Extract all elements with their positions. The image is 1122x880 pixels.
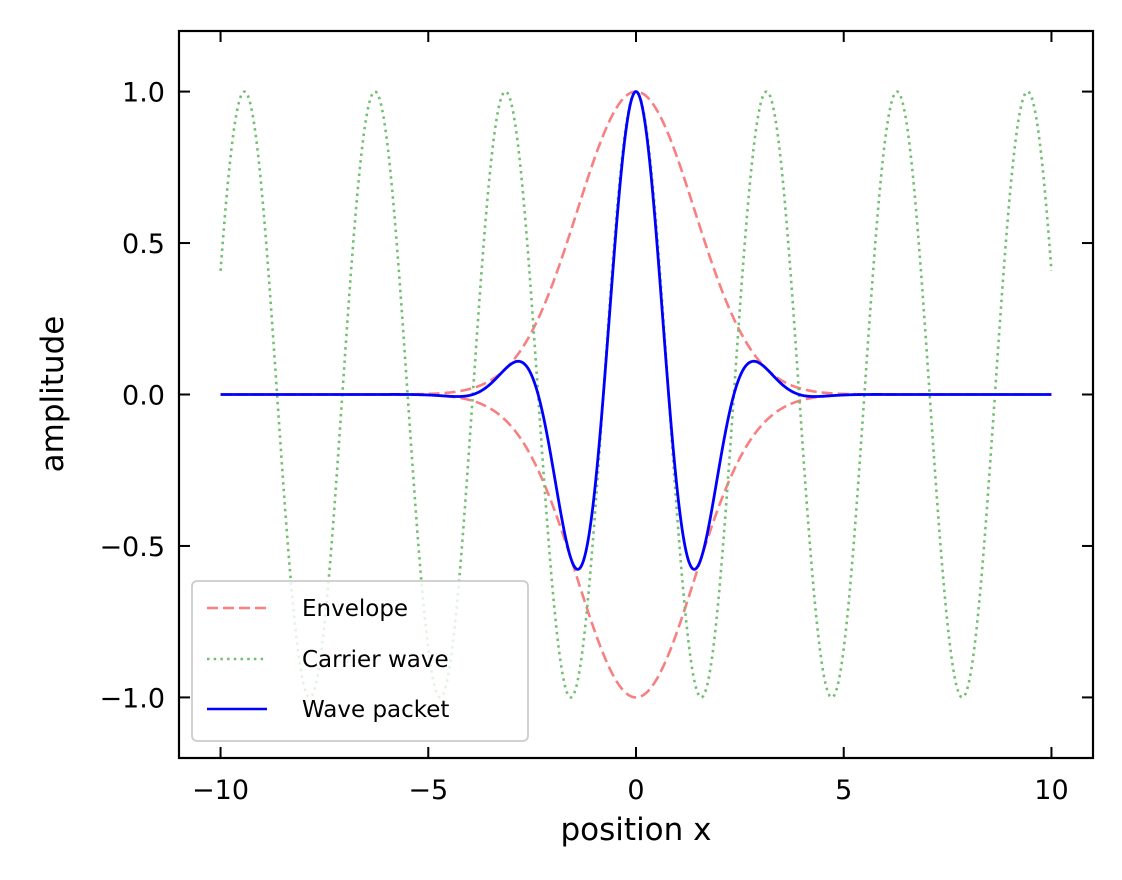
series-layer (219, 90, 1053, 699)
x-tick-label: −5 (408, 775, 448, 806)
x-tick-label: 0 (627, 775, 644, 806)
legend-label: Wave packet (302, 697, 449, 723)
x-tick-label: 10 (1034, 775, 1068, 806)
y-tick-label: −1.0 (99, 683, 165, 714)
legend-label: Carrier wave (302, 647, 449, 673)
y-tick-label: 0.0 (122, 381, 165, 412)
legend: Envelope Carrier wave Wave packet (191, 580, 529, 742)
legend-box (191, 580, 529, 742)
carrier-wave-line (219, 90, 1053, 699)
y-axis-label: amplitude (35, 316, 71, 473)
y-tick-label: 1.0 (122, 78, 165, 109)
legend-label: Envelope (302, 596, 408, 622)
tick-layer: −10 −5 0 5 10 −1.0 −0.5 0.0 0.5 1.0 (99, 31, 1093, 806)
x-tick-label: −10 (192, 775, 249, 806)
x-tick-label: 5 (835, 775, 852, 806)
y-tick-label: −0.5 (99, 532, 165, 563)
wave-packet-line (220, 90, 1052, 571)
x-axis-label: position x (561, 812, 712, 848)
y-tick-label: 0.5 (122, 229, 165, 260)
